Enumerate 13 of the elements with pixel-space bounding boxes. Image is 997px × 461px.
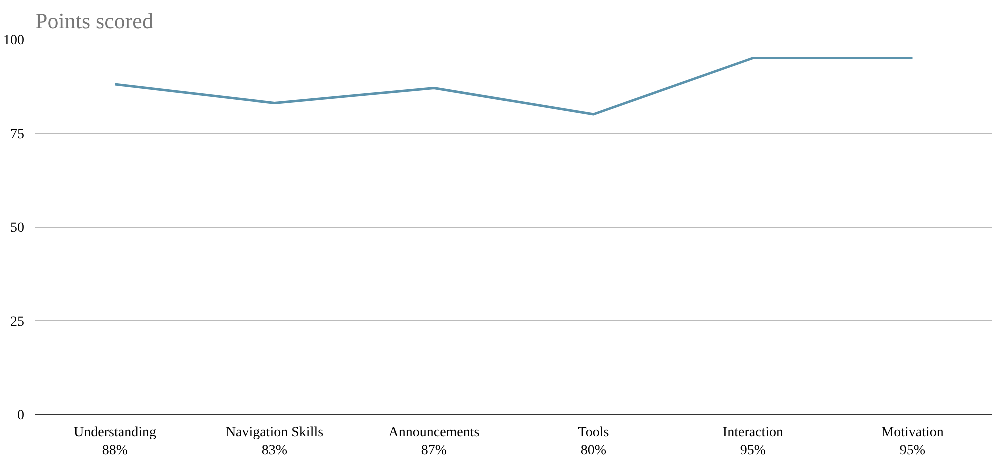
y-tick-label: 0 bbox=[18, 408, 24, 424]
y-tick-label: 25 bbox=[10, 314, 24, 330]
x-tick-label: Interaction 95% bbox=[722, 426, 784, 458]
x-tick-label: Motivation 95% bbox=[882, 426, 944, 458]
y-tick-label: 50 bbox=[10, 221, 24, 236]
x-tick-label: Tools 80% bbox=[578, 426, 610, 458]
y-tick-label: 100 bbox=[4, 34, 24, 48]
x-tick-label: Navigation Skills 83% bbox=[226, 426, 324, 458]
x-tick-label: Understanding 88% bbox=[74, 426, 156, 458]
x-tick-label: Announcements 87% bbox=[388, 426, 480, 458]
line-series bbox=[114, 57, 914, 116]
chart-title: Points scored bbox=[36, 8, 154, 34]
y-tick-label: 75 bbox=[10, 127, 24, 142]
